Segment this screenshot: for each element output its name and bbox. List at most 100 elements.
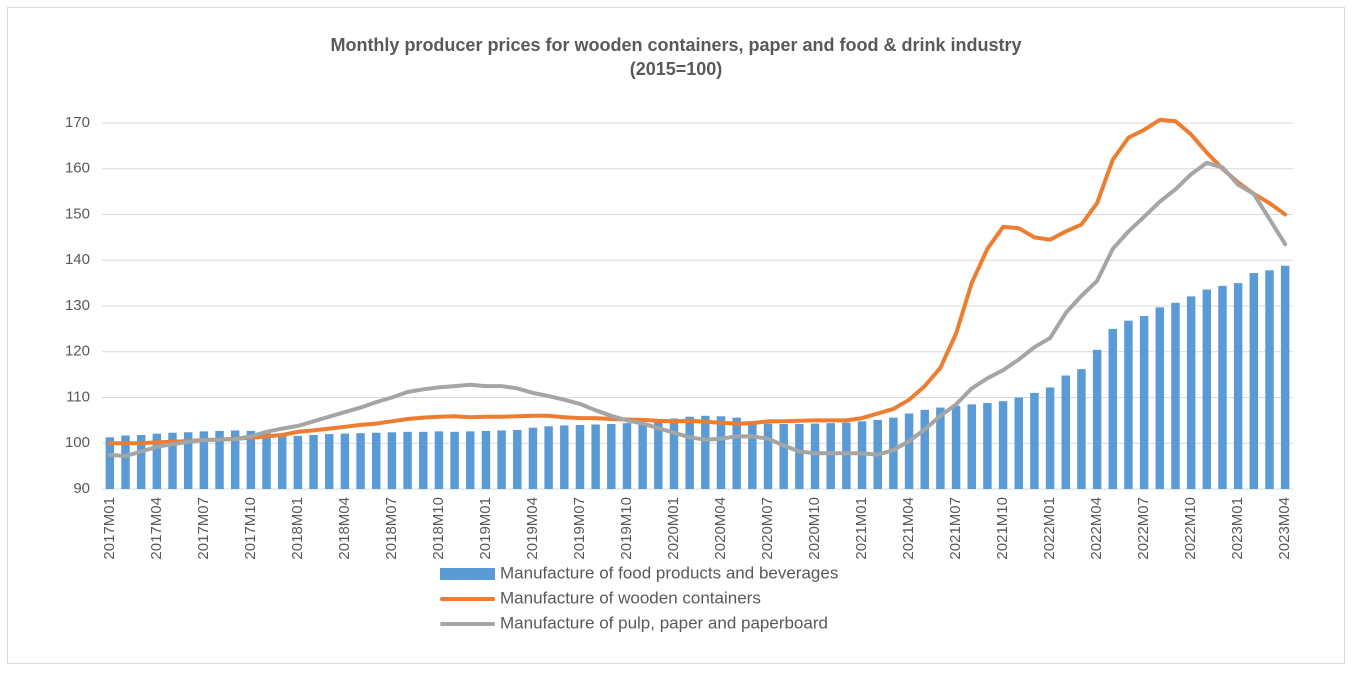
bar	[591, 424, 600, 489]
bar	[277, 435, 287, 489]
x-tick-label: 2021M01	[853, 497, 870, 560]
bar	[183, 432, 193, 489]
bar	[528, 427, 538, 489]
bar	[1092, 349, 1102, 489]
x-tick-label: 2022M04	[1088, 497, 1105, 560]
bar	[795, 424, 804, 489]
bar	[262, 432, 271, 489]
bar	[1280, 265, 1290, 489]
bar	[481, 430, 491, 489]
bar	[638, 422, 647, 489]
bar	[889, 417, 898, 489]
legend-label: Manufacture of food products and beverag…	[500, 563, 838, 582]
bar	[748, 421, 757, 489]
y-tick-label: 130	[65, 297, 90, 314]
bar	[654, 421, 663, 489]
bar	[419, 431, 428, 489]
bar	[685, 416, 694, 489]
x-tick-label: 2018M04	[336, 497, 353, 560]
bar	[967, 404, 976, 489]
bar	[607, 424, 616, 489]
x-tick-label: 2023M01	[1229, 497, 1246, 560]
bar	[293, 435, 303, 489]
line	[107, 117, 1288, 446]
y-tick-label: 150	[65, 205, 90, 222]
bar	[1014, 397, 1023, 489]
bar	[246, 430, 256, 489]
y-tick-label: 90	[73, 480, 90, 497]
x-tick-label: 2019M10	[618, 497, 635, 560]
bar	[309, 435, 318, 489]
bar	[168, 432, 177, 489]
bar	[372, 432, 381, 489]
y-tick-label: 110	[66, 388, 90, 405]
x-tick-label: 2022M01	[1041, 497, 1058, 560]
bar	[904, 413, 914, 489]
bar	[105, 437, 115, 489]
bar	[324, 434, 334, 489]
bar	[1139, 316, 1149, 489]
x-tick-label: 2022M07	[1135, 497, 1152, 560]
x-tick-label: 2017M07	[195, 497, 212, 560]
chart-subtitle: (2015=100)	[630, 59, 723, 79]
legend-label: Manufacture of pulp, paper and paperboar…	[500, 613, 828, 632]
bar	[669, 418, 679, 489]
bar	[842, 422, 851, 489]
bar	[1045, 387, 1055, 489]
bar	[340, 433, 350, 489]
bar	[1108, 328, 1118, 489]
bar	[701, 415, 710, 489]
bar	[1124, 320, 1133, 489]
x-tick-label: 2017M04	[148, 497, 165, 560]
bar	[215, 430, 224, 489]
bar	[1249, 273, 1259, 489]
chart-frame	[7, 7, 1345, 664]
bar	[403, 431, 412, 489]
bar	[152, 433, 162, 489]
bar	[920, 409, 929, 489]
chart-title: Monthly producer prices for wooden conta…	[330, 35, 1021, 55]
bar	[951, 405, 961, 489]
x-tick-label: 2018M01	[289, 497, 306, 560]
bar	[983, 402, 992, 489]
bar	[1171, 302, 1180, 489]
x-tick-label: 2020M04	[712, 497, 729, 560]
x-tick-label: 2022M10	[1182, 497, 1199, 560]
bar	[544, 426, 553, 489]
bar	[1265, 270, 1274, 489]
bar	[434, 431, 444, 489]
bar	[826, 423, 835, 489]
bar	[716, 416, 726, 489]
bar	[356, 433, 365, 489]
bar	[1186, 296, 1196, 489]
bar	[622, 423, 632, 489]
bar	[466, 431, 475, 489]
bar	[575, 424, 585, 489]
x-tick-label: 2023M04	[1276, 497, 1293, 560]
bar	[513, 429, 522, 489]
y-tick-label: 170	[65, 114, 90, 131]
bar	[199, 431, 209, 489]
bar	[998, 401, 1008, 489]
bar	[1030, 392, 1039, 489]
bar	[1218, 285, 1227, 489]
bar	[1202, 289, 1212, 489]
line	[107, 160, 1288, 459]
x-tick-label: 2021M10	[994, 497, 1011, 560]
legend-swatch	[440, 568, 495, 580]
legend-label: Manufacture of wooden containers	[500, 588, 761, 607]
y-tick-label: 140	[65, 251, 90, 268]
bar	[497, 430, 506, 489]
bar	[763, 423, 773, 489]
y-tick-label: 160	[65, 160, 90, 177]
x-tick-label: 2020M01	[665, 497, 682, 560]
bar	[1233, 283, 1243, 489]
y-tick-label: 100	[65, 434, 90, 451]
y-tick-label: 120	[65, 343, 90, 360]
x-tick-label: 2019M04	[524, 497, 541, 560]
bar	[230, 430, 240, 489]
x-tick-label: 2020M10	[806, 497, 823, 560]
x-tick-label: 2017M01	[101, 497, 118, 560]
bar	[450, 431, 459, 489]
